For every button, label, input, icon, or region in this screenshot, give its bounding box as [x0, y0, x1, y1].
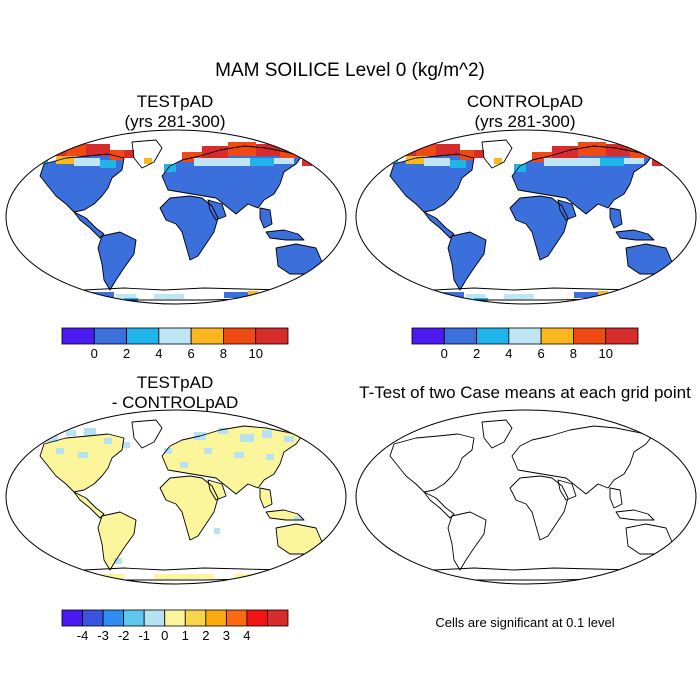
- colorbar-tick-label: 10: [598, 346, 612, 361]
- colorbar-tick-label: 2: [202, 628, 209, 643]
- main-title: MAM SOILICE Level 0 (kg/m^2): [215, 60, 485, 81]
- map-control: [355, 129, 697, 305]
- colorbar-tick-label: 2: [123, 346, 130, 361]
- panel-title-control-line1: CONTROLpAD: [466, 92, 584, 111]
- panel-title-control: CONTROLpAD (yrs 281-300): [405, 92, 645, 132]
- colorbar-tick-label: -3: [97, 628, 109, 643]
- colorbar-tick-label: 0: [161, 628, 168, 643]
- map-test: [5, 129, 347, 305]
- panel-title-diff: TESTpAD - CONTROLpAD: [55, 373, 295, 413]
- colorbar-difference: -4 -3 -2 -1 0 1 2 3 4: [61, 609, 289, 643]
- colorbar-tick-label: 3: [223, 628, 230, 643]
- panel-title-diff-line1: TESTpAD: [136, 373, 214, 392]
- colorbar-tick-label: 4: [243, 628, 250, 643]
- panel-title-ttest: T-Test of two Case means at each grid po…: [352, 383, 698, 403]
- colorbar-tick-label: 1: [182, 628, 189, 643]
- colorbar-tick-label: 8: [220, 346, 227, 361]
- significance-note: Cells are significant at 0.1 level: [435, 615, 615, 630]
- colorbar-test: 0 2 4 6 8 10: [61, 327, 289, 361]
- colorbar-tick-label: 10: [248, 346, 262, 361]
- colorbar-tick-label: -4: [77, 628, 89, 643]
- colorbar-tick-label: 2: [473, 346, 480, 361]
- panel-title-test-line1: TESTpAD: [136, 92, 214, 111]
- panel-title-control-line2: (yrs 281-300): [474, 112, 576, 131]
- panel-title-diff-line2: - CONTROLpAD: [111, 393, 239, 412]
- colorbar-tick-label: 6: [538, 346, 545, 361]
- colorbar-tick-label: 4: [155, 346, 162, 361]
- colorbar-tick-label: 0: [91, 346, 98, 361]
- map-difference: [5, 409, 347, 585]
- map-ttest: [355, 409, 697, 585]
- panel-title-ttest-line1: T-Test of two Case means at each grid po…: [359, 383, 691, 402]
- colorbar-control: 0 2 4 6 8 10: [411, 327, 639, 361]
- colorbar-tick-label: 6: [188, 346, 195, 361]
- colorbar-tick-label: 0: [441, 346, 448, 361]
- panel-title-test-line2: (yrs 281-300): [124, 112, 226, 131]
- colorbar-tick-label: -2: [118, 628, 130, 643]
- colorbar-tick-label: 4: [505, 346, 512, 361]
- panel-title-test: TESTpAD (yrs 281-300): [55, 92, 295, 132]
- colorbar-tick-label: 8: [570, 346, 577, 361]
- colorbar-tick-label: -1: [138, 628, 150, 643]
